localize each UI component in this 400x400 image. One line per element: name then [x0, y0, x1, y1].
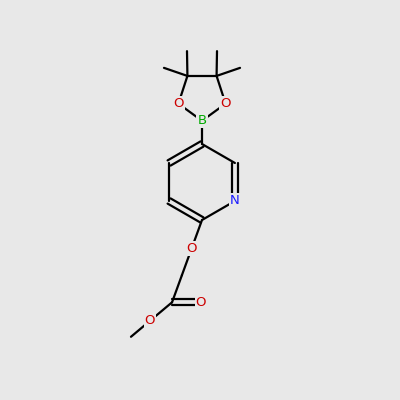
Text: O: O	[173, 97, 184, 110]
Text: O: O	[196, 296, 206, 309]
Text: O: O	[145, 314, 155, 327]
Text: O: O	[186, 242, 197, 255]
Text: B: B	[198, 114, 206, 127]
Text: O: O	[220, 97, 231, 110]
Text: N: N	[230, 194, 240, 208]
